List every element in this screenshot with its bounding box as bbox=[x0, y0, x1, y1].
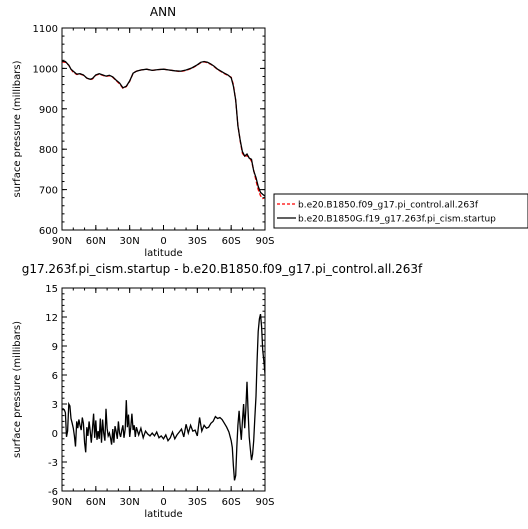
x-tick-label: 30N bbox=[120, 497, 140, 508]
x-tick-label: 30S bbox=[188, 497, 207, 508]
y-tick-label: 800 bbox=[39, 145, 58, 156]
bottom-chart: g17.263f.pi_cism.startup - b.e20.B1850.f… bbox=[12, 262, 423, 520]
plot-frame bbox=[61, 27, 266, 231]
x-axis-label: latitude bbox=[144, 248, 182, 259]
series-line-0 bbox=[62, 313, 265, 481]
y-tick-label: 0 bbox=[52, 429, 58, 440]
y-tick-label: -6 bbox=[48, 487, 58, 498]
top-chart: ANN 90N 60N 30N 0 30S 60S 90S 600 700 800 900 1000 11… bbox=[12, 5, 528, 259]
y-tick-label: 15 bbox=[45, 284, 58, 295]
series-line-0 bbox=[62, 61, 265, 200]
y-tick-label: 12 bbox=[45, 313, 58, 324]
x-tick-label: 90S bbox=[255, 236, 274, 247]
x-tick-label: 60N bbox=[86, 497, 106, 508]
y-tick-label: 1100 bbox=[33, 24, 58, 35]
y-tick-label: 6 bbox=[52, 371, 58, 382]
x-tick-label: 60N bbox=[86, 236, 106, 247]
y-tick-label: -3 bbox=[48, 458, 58, 469]
legend-box bbox=[273, 193, 528, 229]
y-tick-label: 700 bbox=[39, 186, 58, 197]
chart-title: g17.263f.pi_cism.startup - b.e20.B1850.f… bbox=[22, 262, 423, 276]
chart-title: ANN bbox=[150, 5, 176, 19]
x-tick-label: 90S bbox=[255, 497, 274, 508]
y-tick-label: 600 bbox=[39, 226, 58, 237]
y-tick-label: 3 bbox=[52, 400, 58, 411]
x-axis-label: latitude bbox=[144, 509, 182, 520]
legend-label-1: b.e20.B1850G.f19_g17.263f.pi_cism.startu… bbox=[298, 215, 496, 225]
legend-label-0: b.e20.B1850.f09_g17.pi_control.all.263f bbox=[298, 201, 479, 211]
y-axis-label: surface pressure (millibars) bbox=[12, 60, 23, 197]
x-tick-label: 0 bbox=[160, 497, 166, 508]
x-tick-label: 0 bbox=[160, 236, 166, 247]
plot-frame bbox=[61, 287, 266, 492]
y-tick-label: 1000 bbox=[33, 64, 58, 75]
x-tick-label: 90N bbox=[52, 497, 72, 508]
series-line-1 bbox=[62, 60, 265, 197]
y-tick-label: 900 bbox=[39, 105, 58, 116]
x-tick-label: 90N bbox=[52, 236, 72, 247]
x-tick-label: 60S bbox=[222, 497, 241, 508]
x-tick-label: 30S bbox=[188, 236, 207, 247]
x-tick-label: 30N bbox=[120, 236, 140, 247]
y-axis-label: surface pressure (millibars) bbox=[12, 321, 23, 458]
y-tick-label: 9 bbox=[52, 342, 58, 353]
x-tick-label: 60S bbox=[222, 236, 241, 247]
